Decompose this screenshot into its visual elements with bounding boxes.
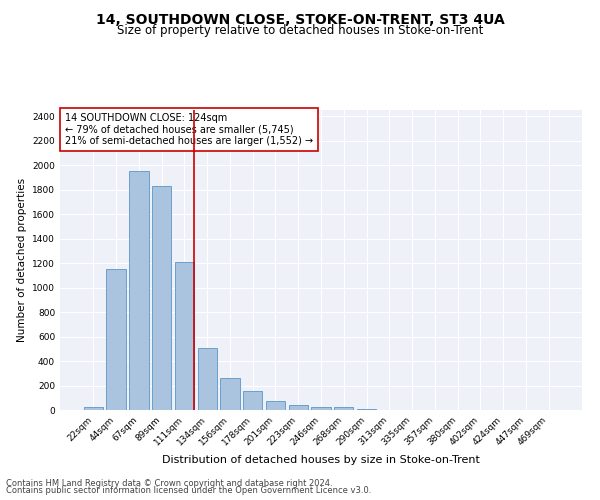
Bar	[266, 401, 285, 410]
Bar	[129, 171, 149, 410]
Text: 14, SOUTHDOWN CLOSE, STOKE-ON-TRENT, ST3 4UA: 14, SOUTHDOWN CLOSE, STOKE-ON-TRENT, ST3…	[95, 12, 505, 26]
Bar	[357, 409, 376, 410]
Text: Contains HM Land Registry data © Crown copyright and database right 2024.: Contains HM Land Registry data © Crown c…	[6, 478, 332, 488]
Bar	[106, 269, 126, 410]
Bar	[243, 391, 262, 410]
Bar	[311, 406, 331, 410]
Y-axis label: Number of detached properties: Number of detached properties	[17, 178, 26, 342]
Bar	[175, 262, 194, 410]
Bar	[334, 408, 353, 410]
Bar	[84, 408, 103, 410]
Bar	[197, 348, 217, 410]
Text: 14 SOUTHDOWN CLOSE: 124sqm
← 79% of detached houses are smaller (5,745)
21% of s: 14 SOUTHDOWN CLOSE: 124sqm ← 79% of deta…	[65, 113, 313, 146]
Text: Contains public sector information licensed under the Open Government Licence v3: Contains public sector information licen…	[6, 486, 371, 495]
X-axis label: Distribution of detached houses by size in Stoke-on-Trent: Distribution of detached houses by size …	[162, 456, 480, 466]
Text: Size of property relative to detached houses in Stoke-on-Trent: Size of property relative to detached ho…	[117, 24, 483, 37]
Bar	[152, 186, 172, 410]
Bar	[220, 378, 239, 410]
Bar	[289, 405, 308, 410]
